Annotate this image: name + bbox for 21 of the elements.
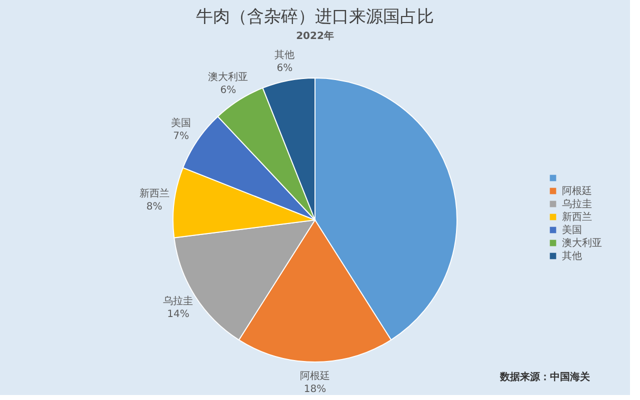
legend-label: 阿根廷 (562, 185, 592, 197)
data-label: 8% (146, 202, 162, 213)
source-note: 数据来源：中国海关 (499, 371, 591, 383)
data-label: 7% (173, 130, 189, 142)
slice-label: 乌拉圭 (163, 294, 194, 307)
legend-label: 美国 (562, 224, 582, 236)
legend-label: 其他 (562, 250, 582, 262)
legend-label: 新西兰 (562, 211, 592, 223)
data-label: 14% (167, 308, 190, 320)
slice-label: 美国 (171, 116, 192, 129)
data-label: 6% (276, 62, 293, 74)
chart-title: 牛肉（含杂碎）进口来源国占比 (196, 7, 434, 26)
slice-label: 其他 (274, 48, 295, 61)
chart-subtitle: 2022年 (296, 30, 334, 42)
slice-label: 新西兰 (139, 188, 170, 200)
slice-label: 澳大利亚 (208, 71, 248, 84)
legend-label: 乌拉圭 (562, 198, 592, 210)
data-label: 6% (220, 85, 236, 96)
slice-label: 阿根廷 (300, 370, 330, 382)
legend-label: 澳大利亚 (562, 237, 602, 249)
data-label: 18% (304, 384, 326, 395)
